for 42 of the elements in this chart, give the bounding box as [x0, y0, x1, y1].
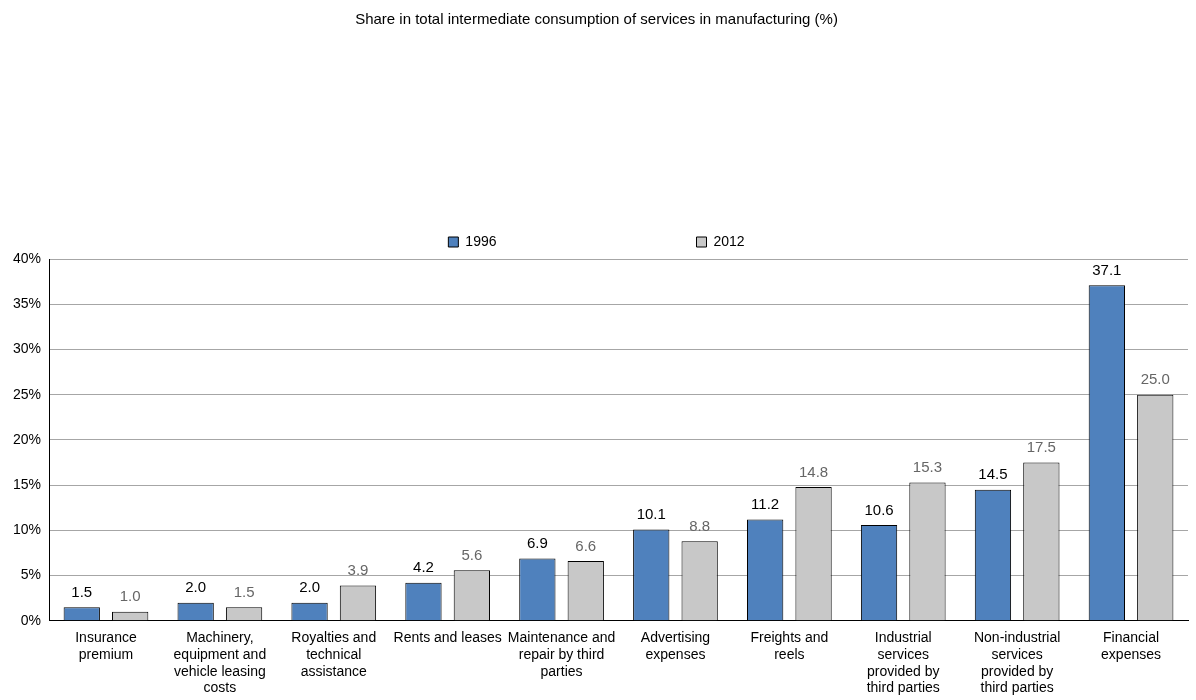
data-label: 17.5: [1026, 438, 1056, 456]
data-label: 2.0: [299, 578, 320, 596]
y-tick-label: 0%: [20, 611, 42, 628]
data-label: 2.0: [185, 578, 207, 596]
data-label: 14.5: [978, 465, 1008, 483]
data-label: 10.6: [864, 500, 894, 518]
data-label: 11.2: [751, 495, 780, 513]
data-label: 5.6: [461, 545, 483, 563]
data-label: 1.5: [233, 582, 255, 600]
y-tick-label: 15%: [12, 475, 42, 492]
x-tick-label: Machinery, equipment and vehicle leasing costs: [173, 629, 267, 696]
x-tick-label: Maintenance and repair by third parties: [507, 629, 616, 679]
y-tick-label: 30%: [12, 340, 42, 357]
data-label: 8.8: [689, 516, 711, 534]
y-tick-label: 10%: [12, 521, 42, 538]
data-label: 1.5: [71, 582, 93, 600]
data-label: 10.1: [636, 505, 666, 523]
y-tick-label: 5%: [20, 566, 42, 583]
data-label: 14.8: [798, 462, 829, 480]
data-label: 15.3: [912, 458, 943, 476]
legend-label: 2012: [713, 232, 745, 249]
x-tick-label: Financial expenses: [1101, 629, 1162, 662]
x-tick-label: Royalties and technical assistance: [291, 629, 377, 679]
data-label: 4.2: [413, 558, 434, 576]
x-tick-label: Insurance premium: [75, 629, 137, 662]
x-tick-label: Non-industrial services provided by third parties: [973, 629, 1061, 696]
data-label: 6.6: [575, 536, 597, 554]
x-tick-label: Freights and reels: [750, 629, 829, 662]
legend-label: 1996: [465, 232, 497, 249]
y-tick-label: 40%: [12, 249, 42, 266]
data-label: 6.9: [526, 534, 548, 552]
data-label: 3.9: [347, 561, 369, 579]
chart-title: Share in total intermediate consumption of services in manufacturing (%): [355, 10, 838, 28]
x-tick-label: Advertising expenses: [640, 629, 711, 662]
data-label: 25.0: [1140, 370, 1170, 388]
y-tick-label: 20%: [12, 430, 42, 447]
data-label: 1.0: [119, 587, 141, 605]
x-tick-label: Rents and leases: [393, 629, 502, 646]
x-tick-label: Industrial services provided by third parties: [866, 629, 940, 696]
y-tick-label: 35%: [12, 295, 42, 312]
data-label: 37.1: [1092, 260, 1122, 278]
y-tick-label: 25%: [12, 385, 42, 402]
